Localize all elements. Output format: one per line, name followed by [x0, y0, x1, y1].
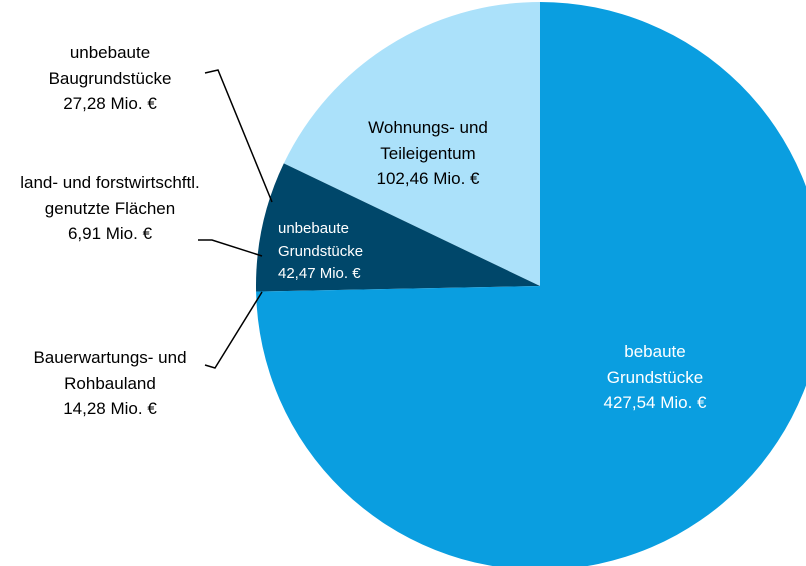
label-text: Wohnungs- und Teileigentum — [368, 118, 488, 163]
label-text: unbebaute Grundstücke — [278, 220, 364, 260]
pie-slice — [256, 2, 806, 566]
label: land- und forstwirtschftl. genutzte Fläc… — [20, 170, 200, 247]
label-text: 27,28 Mio. € — [63, 94, 157, 113]
label-text: unbebaute Baugrundstücke — [48, 43, 172, 88]
label: unbebaute Baugrundstücke 27,28 Mio. € — [20, 40, 200, 117]
label-text: Bauerwartungs- und Rohbauland — [33, 348, 187, 393]
label-text: 14,28 Mio. € — [63, 399, 157, 418]
leader-line — [204, 69, 273, 203]
label-text: bebaute Grundstücke — [606, 342, 704, 387]
label: bebaute Grundstücke 427,54 Mio. € — [575, 339, 735, 416]
label: Bauerwartungs- und Rohbauland 14,28 Mio. … — [20, 345, 200, 422]
label-text: 427,54 Mio. € — [603, 393, 707, 412]
label-text: 42,47 Mio. € — [278, 265, 361, 282]
label-text: 102,46 Mio. € — [376, 169, 480, 188]
label-text: land- und forstwirtschftl. genutzte Fläc… — [20, 173, 200, 218]
leader-line — [198, 239, 263, 257]
leader-line — [204, 291, 263, 369]
label-text: 6,91 Mio. € — [67, 224, 153, 243]
label: unbebaute Grundstücke 42,47 Mio. € — [278, 218, 388, 286]
pie-slice — [283, 2, 540, 286]
pie-slice — [255, 163, 540, 292]
label: Wohnungs- und Teileigentum 102,46 Mio. € — [338, 115, 518, 192]
